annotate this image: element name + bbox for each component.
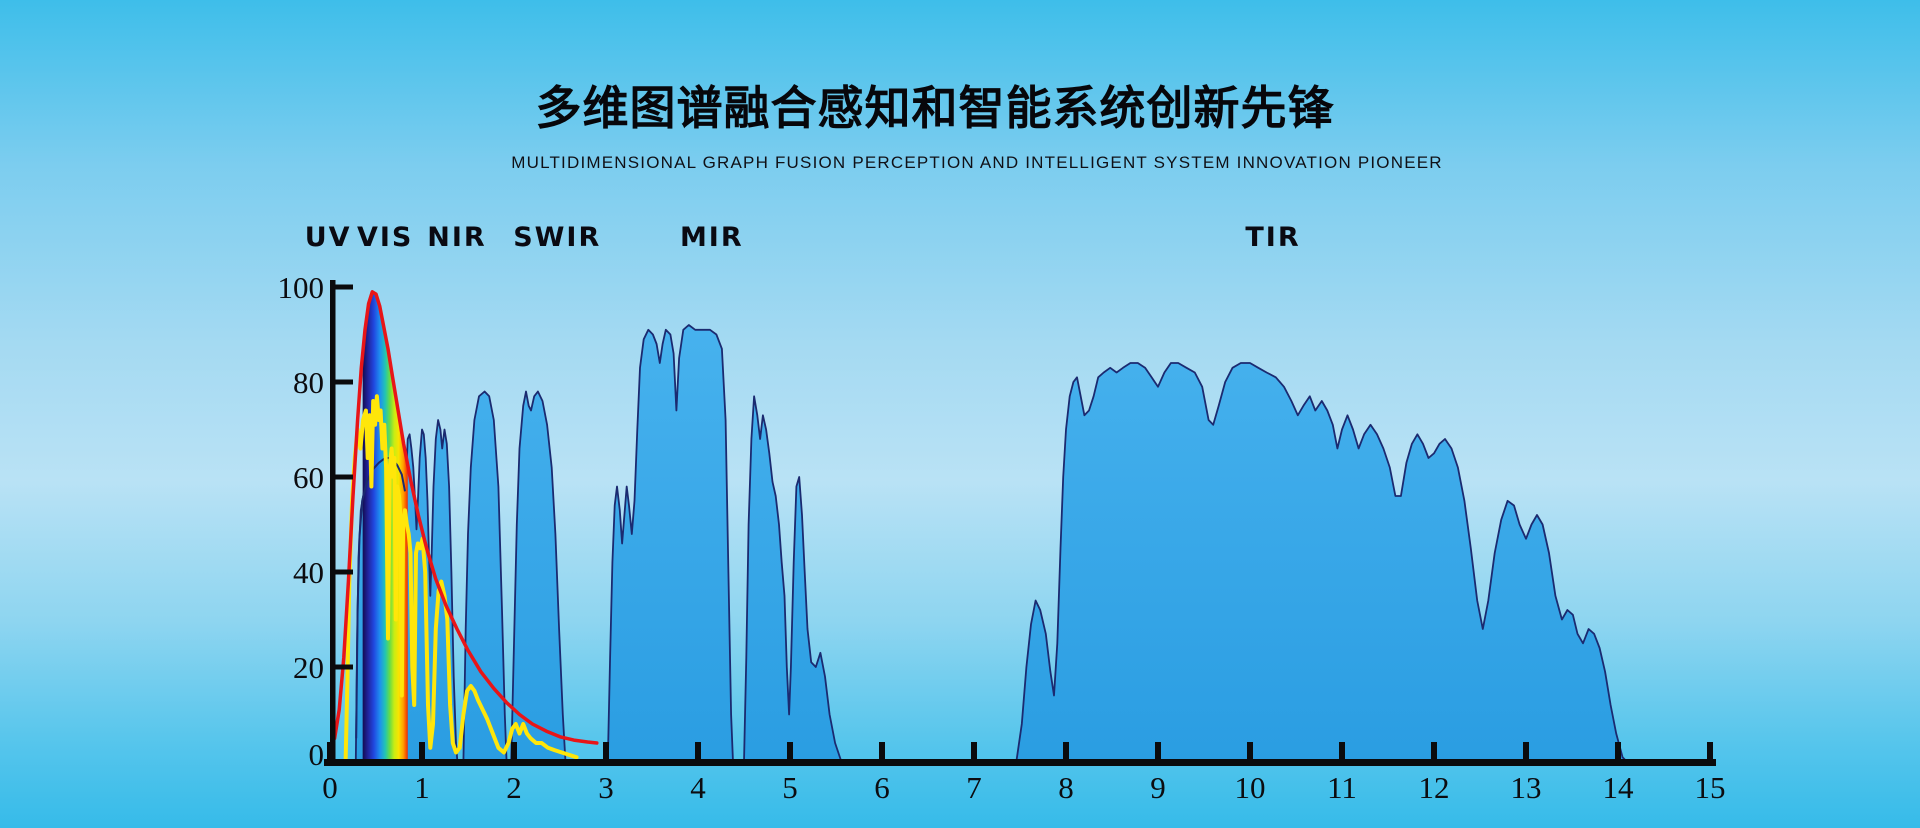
x-tick-label-12: 12 (1419, 770, 1450, 805)
y-tick-label-80: 80 (293, 365, 324, 400)
x-tick-label-4: 4 (690, 770, 706, 805)
x-tick-label-1: 1 (414, 770, 430, 805)
y-tick-20 (330, 664, 353, 670)
band-label-swir: SWIR (513, 222, 602, 253)
y-tick-60 (330, 474, 353, 480)
x-tick-label-11: 11 (1327, 770, 1357, 805)
band-label-nir: NIR (427, 222, 487, 253)
x-tick-1 (419, 742, 425, 760)
x-tick-14 (1615, 742, 1621, 760)
x-tick-label-10: 10 (1235, 770, 1266, 805)
band-label-uv: UV (304, 222, 352, 253)
blackbody-envelope-curve (332, 290, 599, 745)
x-tick-label-6: 6 (874, 770, 890, 805)
transmission-windows-area (354, 324, 1711, 763)
y-tick-80 (330, 379, 353, 385)
y-tick-100 (330, 284, 353, 290)
band-label-vis: VIS (356, 222, 414, 253)
y-tick-40 (330, 569, 353, 575)
x-tick-5 (787, 742, 793, 760)
x-tick-3 (603, 742, 609, 760)
x-tick-label-3: 3 (598, 770, 614, 805)
x-tick-11 (1339, 742, 1345, 760)
x-tick-label-8: 8 (1058, 770, 1074, 805)
y-tick-label-100: 100 (278, 270, 325, 305)
x-tick-7 (971, 742, 977, 760)
band-label-tir: TIR (1245, 222, 1301, 253)
surface-solar-spectrum-curve (343, 394, 579, 764)
x-tick-2 (511, 742, 517, 760)
x-tick-9 (1155, 742, 1161, 760)
x-tick-0 (327, 742, 333, 760)
x-tick-label-14: 14 (1603, 770, 1635, 805)
x-axis (324, 759, 1716, 766)
x-tick-6 (879, 742, 885, 760)
y-tick-label-60: 60 (293, 460, 324, 495)
x-tick-15 (1707, 742, 1713, 760)
x-tick-12 (1431, 742, 1437, 760)
band-label-mir: MIR (679, 222, 744, 253)
x-tick-label-13: 13 (1511, 770, 1542, 805)
x-tick-label-5: 5 (782, 770, 798, 805)
x-tick-label-9: 9 (1150, 770, 1166, 805)
y-tick-label-0: 0 (309, 737, 325, 772)
page-title: 多维图谱融合感知和智能系统创新先锋 (535, 81, 1335, 135)
x-tick-label-0: 0 (322, 770, 338, 805)
y-tick-label-20: 20 (293, 650, 324, 685)
x-tick-8 (1063, 742, 1069, 760)
x-tick-13 (1523, 742, 1529, 760)
x-tick-label-2: 2 (506, 770, 522, 805)
page-subtitle: MULTIDIMENSIONAL GRAPH FUSION PERCEPTION… (511, 153, 1443, 172)
x-tick-label-15: 15 (1695, 770, 1726, 805)
x-tick-label-7: 7 (966, 770, 982, 805)
x-tick-4 (695, 742, 701, 760)
y-axis (330, 280, 336, 766)
first-window-dome-outline (355, 457, 406, 739)
y-tick-label-40: 40 (293, 555, 324, 590)
x-tick-10 (1247, 742, 1253, 760)
